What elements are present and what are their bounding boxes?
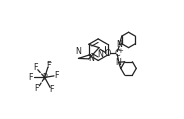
Text: N: N: [75, 47, 81, 57]
Text: C: C: [114, 49, 120, 57]
Text: F: F: [33, 63, 38, 72]
Text: F: F: [35, 84, 39, 93]
Text: +: +: [117, 48, 123, 54]
Text: P: P: [42, 73, 47, 82]
Text: N: N: [116, 58, 121, 67]
Text: N: N: [97, 50, 103, 59]
Text: −: −: [46, 60, 51, 64]
Text: F: F: [29, 73, 33, 82]
Text: N: N: [89, 54, 94, 63]
Text: N: N: [116, 40, 122, 49]
Text: F: F: [46, 61, 51, 70]
Text: F: F: [49, 85, 54, 94]
Text: O: O: [105, 49, 111, 57]
Text: F: F: [54, 71, 59, 80]
